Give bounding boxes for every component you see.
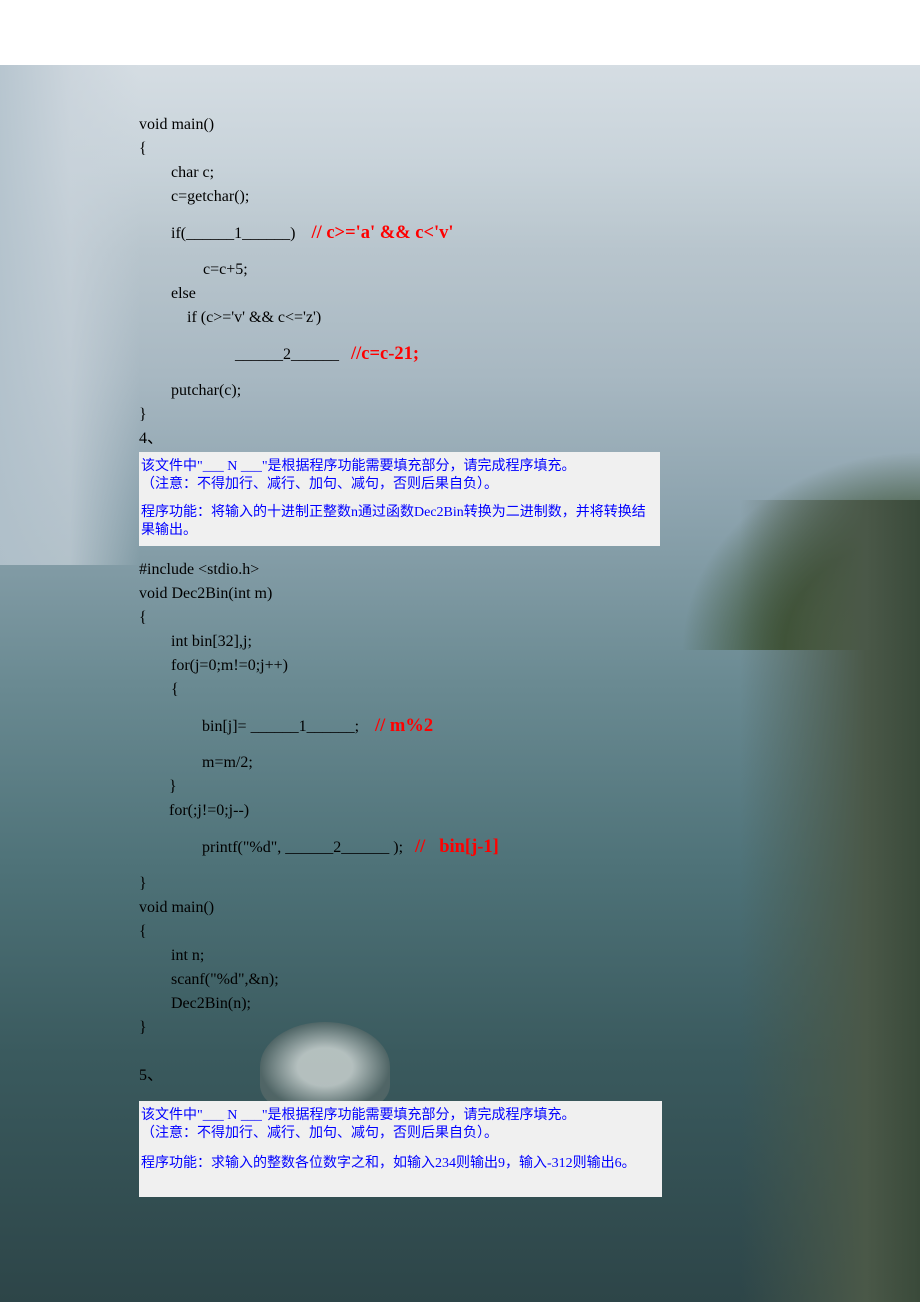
- code-text: bin[j]= ______1______;: [202, 718, 375, 735]
- code-text: ______2______: [235, 346, 351, 363]
- instruction-box: 该文件中"___ N ___"是根据程序功能需要填充部分，请完成程序填充。 （注…: [139, 452, 660, 546]
- code-line: }: [139, 403, 920, 427]
- code-text: if(______1______): [171, 225, 311, 242]
- answer-text: // bin[j-1]: [415, 837, 499, 857]
- answer-text: // c>='a' && c<'v': [311, 223, 453, 243]
- code-line: else: [139, 282, 920, 306]
- question-number: 5、: [139, 1064, 920, 1088]
- code-line: #include <stdio.h>: [139, 558, 920, 582]
- code-line: }: [139, 1016, 920, 1040]
- instruction-line: 程序功能：将输入的十进制正整数n通过函数Dec2Bin转换为二进制数，并将转换结…: [141, 504, 658, 540]
- code-line: for(;j!=0;j--): [139, 799, 920, 823]
- code-text: if (c>='v' && c<='z'): [187, 309, 321, 326]
- question-number: 4、: [139, 427, 920, 451]
- code-line: if (c>='v' && c<='z'): [139, 306, 920, 330]
- answer-text: // m%2: [375, 716, 433, 736]
- code-line: void main(): [139, 113, 920, 137]
- code-line: void Dec2Bin(int m): [139, 582, 920, 606]
- code-line: c=c+5;: [139, 258, 920, 282]
- code-line: {: [139, 920, 920, 944]
- instruction-line: （注意：不得加行、减行、加句、减句，否则后果自负）。: [141, 1125, 660, 1143]
- code-line: int bin[32],j;: [139, 630, 920, 654]
- code-line-with-answer: printf("%d", ______2______ ); // bin[j-1…: [139, 835, 920, 860]
- code-line: }: [139, 872, 920, 896]
- code-text: printf("%d", ______2______ );: [202, 839, 415, 856]
- answer-text: //c=c-21;: [351, 344, 419, 364]
- code-line: c=getchar();: [139, 185, 920, 209]
- instruction-line: 该文件中"___ N ___"是根据程序功能需要填充部分，请完成程序填充。: [141, 458, 658, 476]
- code-line: {: [139, 678, 920, 702]
- code-line: Dec2Bin(n);: [139, 992, 920, 1016]
- instruction-line: 该文件中"___ N ___"是根据程序功能需要填充部分，请完成程序填充。: [141, 1107, 660, 1125]
- instruction-box: 该文件中"___ N ___"是根据程序功能需要填充部分，请完成程序填充。 （注…: [139, 1101, 662, 1197]
- code-line: {: [139, 137, 920, 161]
- code-line: void main(): [139, 896, 920, 920]
- document-content: void main() { char c; c=getchar(); if(__…: [0, 0, 920, 1197]
- code-line: char c;: [139, 161, 920, 185]
- code-line: putchar(c);: [139, 379, 920, 403]
- code-line: }: [139, 775, 920, 799]
- code-line-with-answer: bin[j]= ______1______; // m%2: [139, 714, 920, 739]
- instruction-line: （注意：不得加行、减行、加句、减句，否则后果自负）。: [141, 476, 658, 494]
- code-line: scanf("%d",&n);: [139, 968, 920, 992]
- code-line: m=m/2;: [139, 751, 920, 775]
- code-line-with-answer: if(______1______) // c>='a' && c<'v': [139, 221, 920, 246]
- instruction-line: 程序功能：求输入的整数各位数字之和，如输入234则输出9，输入-312则输出6。: [141, 1155, 660, 1173]
- code-line: int n;: [139, 944, 920, 968]
- code-line: for(j=0;m!=0;j++): [139, 654, 920, 678]
- code-line-with-answer: ______2______ //c=c-21;: [139, 342, 920, 367]
- code-line: {: [139, 606, 920, 630]
